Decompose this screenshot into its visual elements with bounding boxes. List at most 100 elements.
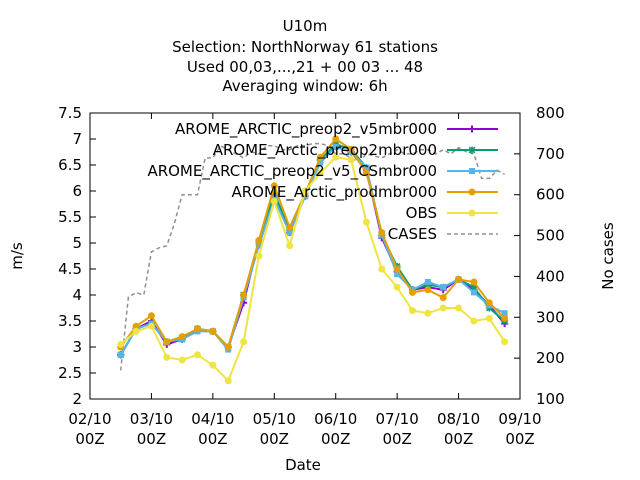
data-point [424, 279, 431, 285]
y-tick-label: 5 [72, 234, 82, 252]
data-point [117, 351, 124, 358]
x-tick-label: 06/10 [314, 410, 357, 428]
y-tick-label: 6 [72, 182, 82, 200]
data-point [470, 278, 478, 286]
data-point [378, 229, 386, 237]
legend-label: AROME_Arctic_prodmbr000 [231, 183, 437, 202]
x-tick-label: 03/10 [130, 410, 173, 428]
y-axis-ticks: 2 2.5 3 3.5 4 4.5 5 5.5 6 6.5 7 7.5 [58, 104, 96, 408]
data-point [501, 338, 509, 346]
data-point [132, 322, 140, 330]
data-point [178, 333, 186, 341]
data-point [470, 289, 477, 296]
y-tick-label: 7.5 [58, 104, 82, 122]
series-5 [117, 153, 509, 385]
data-point [501, 314, 509, 322]
y2-tick-label: 300 [536, 308, 565, 326]
y2-tick-label: 200 [536, 349, 565, 367]
data-point [132, 327, 140, 335]
x-tick-label-hour: 00Z [137, 430, 166, 448]
x-tick-label-hour: 00Z [198, 430, 227, 448]
y-tick-label: 3.5 [58, 312, 82, 330]
data-point [332, 143, 339, 150]
y-tick-label: 5.5 [58, 208, 82, 226]
title-line-4: Averaging window: 6h [222, 77, 387, 95]
cases-line [119, 142, 505, 371]
x-tick-label: 07/10 [376, 410, 419, 428]
y-tick-label: 3 [72, 338, 82, 356]
x-axis-label: Date [285, 456, 321, 474]
data-point [455, 275, 463, 283]
data-point [301, 187, 309, 195]
legend-label: AROME_Arctic_preop2mbr000 [213, 141, 437, 160]
x-tick-label: 08/10 [437, 410, 480, 428]
data-point [163, 338, 171, 346]
cases-series [119, 142, 505, 371]
x-tick-label-hour: 00Z [505, 430, 534, 448]
y2-tick-label: 100 [536, 390, 565, 408]
legend-label: OBS [406, 204, 437, 222]
legend-marker [469, 168, 475, 174]
data-point [117, 340, 125, 348]
data-point [347, 156, 355, 164]
data-point [163, 353, 171, 361]
data-point [286, 242, 294, 250]
data-point [424, 309, 432, 317]
data-point [378, 265, 386, 273]
data-point [440, 284, 447, 291]
data-point [286, 223, 294, 231]
data-point [409, 307, 416, 315]
data-point [332, 135, 340, 143]
data-point [240, 291, 248, 299]
data-point [255, 252, 263, 260]
x-tick-label: 05/10 [253, 410, 296, 428]
x-tick-label: 04/10 [191, 410, 234, 428]
data-point [316, 169, 324, 177]
y2-axis-label: No cases [599, 222, 617, 290]
data-point [439, 294, 447, 302]
legend-label: AROME_ARCTIC_preop2_v5_CSmbr000 [147, 162, 437, 181]
x-tick-label-hour: 00Z [75, 430, 104, 448]
chart-title: U10m Selection: NorthNorway 61 stations … [172, 17, 438, 95]
data-point [363, 164, 370, 171]
x-tick-label-hour: 00Z [444, 430, 473, 448]
x-tick-label-hour: 00Z [260, 430, 289, 448]
x-tick-label: 09/10 [498, 410, 541, 428]
title-line-1: U10m [283, 17, 328, 35]
data-point [409, 288, 416, 296]
data-point [485, 314, 493, 322]
x-tick-label-hour: 00Z [382, 430, 411, 448]
data-point [332, 153, 340, 161]
data-point [347, 145, 355, 153]
legend-marker [468, 146, 476, 154]
data-point [147, 322, 155, 330]
y2-tick-label: 600 [536, 186, 565, 204]
y2-tick-label: 800 [536, 104, 565, 122]
data-point [270, 182, 278, 190]
data-point [485, 299, 493, 307]
legend: AROME_ARCTIC_preop2_v5mbr000 AROME_Arctic… [147, 120, 498, 243]
plot-frame [89, 112, 521, 400]
y-tick-label: 7 [72, 130, 82, 148]
series-layer [117, 135, 509, 385]
x-tick-label-hour: 00Z [321, 430, 350, 448]
y-axis-label: m/s [8, 242, 26, 270]
legend-marker [468, 188, 476, 196]
legend-label: CASES [388, 225, 437, 243]
data-point [178, 356, 186, 364]
y-tick-label: 2 [72, 390, 82, 408]
data-point [470, 283, 478, 291]
x-tick-label: 02/10 [68, 410, 111, 428]
legend-label: AROME_ARCTIC_preop2_v5mbr000 [175, 120, 437, 139]
data-point [393, 265, 401, 273]
data-point [270, 190, 278, 198]
data-point [194, 351, 201, 359]
title-line-2: Selection: NorthNorway 61 stations [172, 38, 438, 56]
data-point [270, 197, 278, 205]
data-point [455, 304, 463, 312]
data-point [224, 377, 232, 385]
data-point [147, 312, 155, 320]
y2-tick-label: 400 [536, 267, 565, 285]
data-point [194, 325, 201, 333]
